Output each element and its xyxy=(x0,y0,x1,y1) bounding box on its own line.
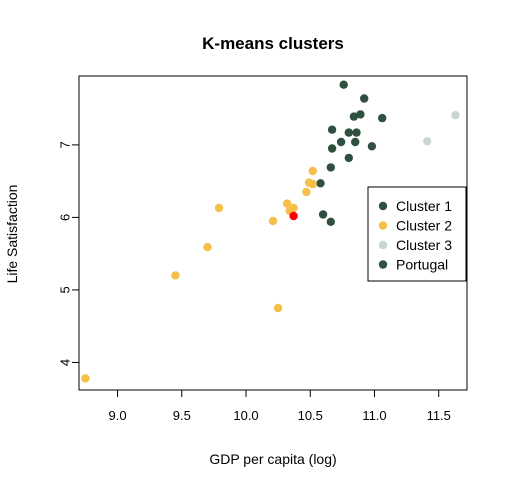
point-cluster-2-8 xyxy=(268,216,278,226)
x-tick-label-3: 10.5 xyxy=(298,408,323,423)
point-portugal-0 xyxy=(289,211,298,221)
point-cluster-1-13 xyxy=(326,163,335,172)
point-cluster-2-4 xyxy=(282,199,292,208)
y-axis-label: Life Satisfaction xyxy=(4,185,20,284)
point-cluster-1-4 xyxy=(378,113,387,123)
point-cluster-2-9 xyxy=(203,242,212,252)
y-tick-label-2: 6 xyxy=(58,214,73,221)
y-axis: 4 5 6 7 xyxy=(58,141,80,366)
point-cluster-2-0 xyxy=(308,166,317,176)
legend-label-3: Portugal xyxy=(396,257,448,273)
x-axis: 9.0 9.5 10.0 10.5 11.0 11.5 xyxy=(109,389,451,423)
point-cluster-1-1 xyxy=(360,94,369,103)
legend-label-1: Cluster 2 xyxy=(396,218,452,234)
x-tick-label-2: 10.0 xyxy=(233,408,258,423)
y-tick-label-1: 5 xyxy=(58,286,73,293)
x-tick-label-1: 9.5 xyxy=(173,408,191,423)
y-tick-label-3: 7 xyxy=(58,141,73,148)
point-cluster-1-10 xyxy=(327,144,337,153)
point-cluster-1-5 xyxy=(327,125,337,134)
point-cluster-1-14 xyxy=(316,179,325,188)
point-cluster-2-11 xyxy=(273,303,283,313)
point-cluster-1-16 xyxy=(326,217,335,226)
point-cluster-1-12 xyxy=(344,153,353,163)
point-cluster-1-0 xyxy=(339,80,348,89)
point-cluster-3-0 xyxy=(451,111,460,120)
x-tick-label-5: 11.5 xyxy=(427,408,451,423)
legend-entries: Cluster 1 Cluster 2 Cluster 3 Portugal xyxy=(378,198,452,273)
legend: Cluster 1 Cluster 2 Cluster 3 Portugal xyxy=(367,186,467,282)
point-cluster-1-9 xyxy=(351,137,360,147)
legend-marker-0 xyxy=(378,201,388,211)
legend-marker-3 xyxy=(378,260,388,269)
point-cluster-2-10 xyxy=(171,271,180,280)
point-cluster-1-8 xyxy=(336,137,346,147)
chart-title: K-means clusters xyxy=(202,34,344,53)
point-cluster-1-6 xyxy=(344,128,353,137)
legend-marker-1 xyxy=(378,221,388,230)
data-points xyxy=(81,80,460,383)
point-cluster-2-3 xyxy=(302,187,311,197)
point-cluster-1-2 xyxy=(349,112,359,121)
point-cluster-1-15 xyxy=(318,210,328,219)
point-cluster-2-12 xyxy=(81,374,90,383)
point-cluster-1-11 xyxy=(367,142,377,151)
legend-label-2: Cluster 3 xyxy=(396,237,452,253)
legend-label-0: Cluster 1 xyxy=(396,198,452,214)
legend-marker-2 xyxy=(378,240,388,250)
point-cluster-2-2 xyxy=(308,179,317,189)
y-tick-label-0: 4 xyxy=(58,359,73,366)
point-cluster-2-7 xyxy=(214,203,224,213)
x-tick-label-0: 9.0 xyxy=(109,408,127,423)
point-cluster-3-1 xyxy=(423,137,432,146)
x-tick-label-4: 11.0 xyxy=(362,408,386,423)
x-axis-label: GDP per capita (log) xyxy=(209,451,336,467)
point-cluster-1-3 xyxy=(356,110,365,119)
point-cluster-1-7 xyxy=(352,128,361,137)
